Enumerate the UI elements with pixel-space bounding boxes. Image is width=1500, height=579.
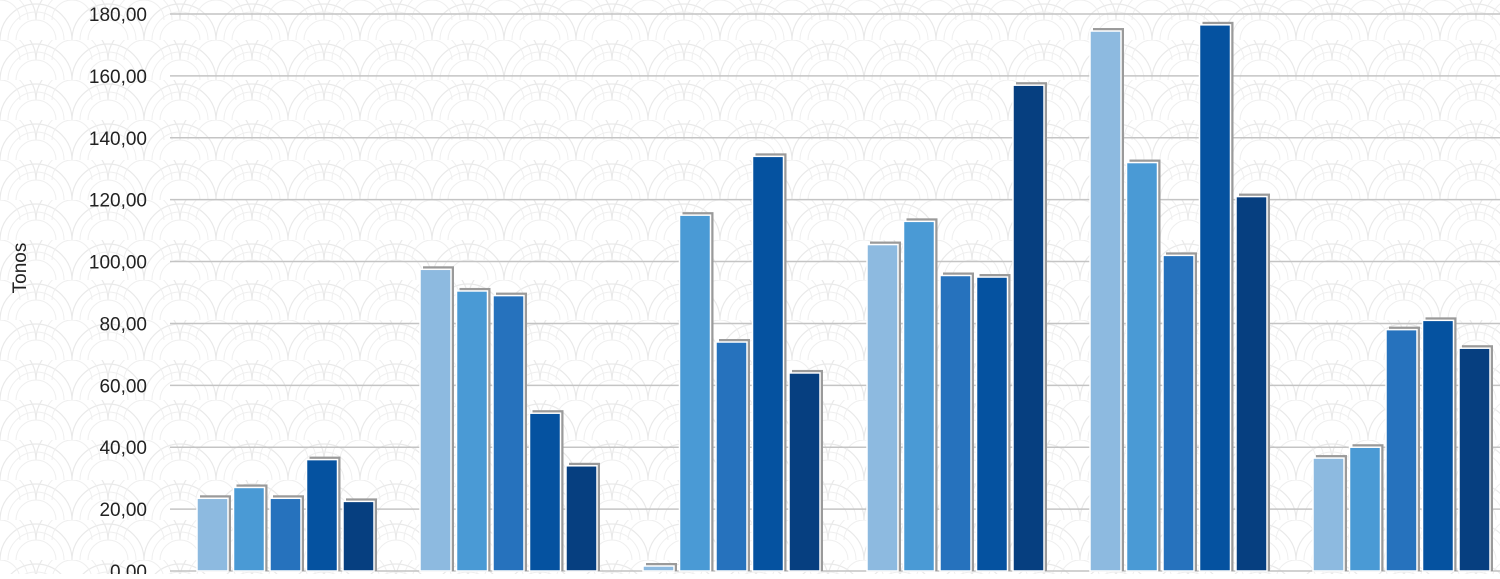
bar	[1312, 457, 1345, 572]
bar	[1162, 254, 1195, 572]
bar	[902, 220, 936, 572]
bar	[492, 294, 525, 572]
bar	[788, 372, 821, 572]
bar	[528, 412, 562, 572]
bar	[1012, 84, 1045, 572]
bar	[751, 155, 785, 572]
bar	[715, 341, 748, 572]
bar	[1125, 161, 1159, 572]
y-tick-label: 120,00	[89, 191, 147, 212]
bar	[1198, 24, 1232, 572]
y-axis-label: Tonos	[10, 243, 31, 294]
bar	[678, 214, 712, 572]
y-tick-label: 60,00	[99, 376, 147, 397]
y-tick-label: 140,00	[89, 129, 147, 150]
bar	[269, 497, 302, 572]
bar	[565, 465, 598, 572]
y-tick-label: 180,00	[89, 5, 147, 26]
y-tick-label: 40,00	[99, 438, 147, 459]
bar	[642, 565, 675, 572]
bar	[939, 274, 972, 572]
bar	[1348, 446, 1382, 572]
bar	[1089, 30, 1122, 572]
y-axis-ticks: 0,00 20,00 40,00 60,00 80,00 100,00 120,00 140,…	[89, 5, 147, 579]
bar	[1385, 328, 1418, 572]
y-tick-label: 160,00	[89, 67, 147, 88]
bars	[196, 21, 1493, 572]
bar	[866, 243, 899, 572]
y-tick-label: 80,00	[99, 314, 147, 335]
bar	[455, 290, 489, 572]
bar	[1421, 319, 1455, 572]
bar	[1235, 195, 1268, 572]
y-tick-label: 0,00	[110, 562, 147, 574]
bar	[232, 486, 266, 572]
bar	[419, 268, 452, 572]
bar	[342, 500, 375, 572]
bar	[305, 458, 339, 572]
y-tick-label: 100,00	[89, 253, 147, 274]
gridlines	[170, 13, 1500, 572]
bar	[196, 497, 229, 572]
bar	[975, 276, 1009, 572]
y-tick-label: 20,00	[99, 500, 147, 521]
bar	[1458, 347, 1491, 572]
